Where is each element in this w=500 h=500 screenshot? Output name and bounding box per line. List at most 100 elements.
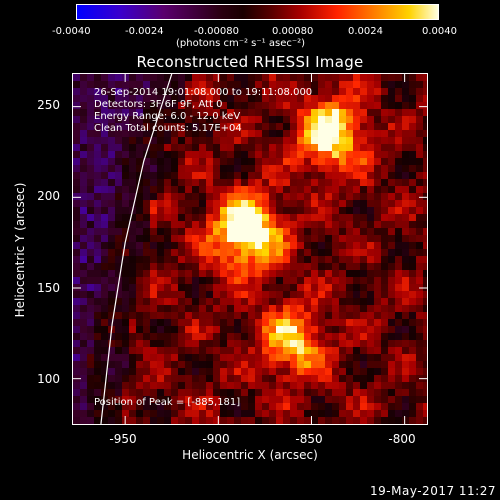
heatmap-cell bbox=[304, 326, 312, 334]
heatmap-cell bbox=[87, 144, 95, 152]
heatmap-cell bbox=[234, 256, 242, 264]
heatmap-cell bbox=[388, 144, 396, 152]
heatmap-cell bbox=[297, 389, 305, 397]
heatmap-cell bbox=[129, 186, 137, 194]
heatmap-cell bbox=[206, 179, 214, 187]
heatmap-cell bbox=[269, 305, 277, 313]
heatmap-cell bbox=[395, 340, 403, 348]
heatmap-cell bbox=[108, 403, 116, 411]
heatmap-cell bbox=[346, 116, 354, 124]
heatmap-cell bbox=[108, 228, 116, 236]
heatmap-cell bbox=[87, 207, 95, 215]
heatmap-cell bbox=[367, 312, 375, 320]
heatmap-cell bbox=[199, 242, 207, 250]
heatmap-cell bbox=[80, 249, 88, 257]
heatmap-cell bbox=[73, 291, 81, 299]
heatmap-cell bbox=[122, 165, 130, 173]
heatmap-cell bbox=[374, 102, 382, 110]
heatmap-cell bbox=[353, 333, 361, 341]
heatmap-cell bbox=[290, 74, 298, 82]
heatmap-cell bbox=[213, 228, 221, 236]
heatmap-cell bbox=[234, 144, 242, 152]
heatmap-cell bbox=[108, 221, 116, 229]
heatmap-cell bbox=[423, 172, 427, 180]
heatmap-cell bbox=[227, 116, 235, 124]
heatmap-cell bbox=[87, 137, 95, 145]
heatmap-cell bbox=[80, 410, 88, 418]
heatmap-cell bbox=[374, 389, 382, 397]
heatmap-cell bbox=[206, 116, 214, 124]
heatmap-cell bbox=[73, 221, 81, 229]
heatmap-cell bbox=[73, 95, 81, 103]
heatmap-cell bbox=[269, 326, 277, 334]
heatmap-cell bbox=[143, 165, 151, 173]
annotation-peak: Position of Peak = [-885,181] bbox=[94, 397, 241, 408]
heatmap-cell bbox=[388, 221, 396, 229]
heatmap-cell bbox=[395, 333, 403, 341]
heatmap-cell bbox=[220, 347, 228, 355]
heatmap-cell bbox=[192, 277, 200, 285]
heatmap-cell bbox=[290, 137, 298, 145]
heatmap-cell bbox=[199, 361, 207, 369]
heatmap-cell bbox=[80, 305, 88, 313]
heatmap-cell bbox=[213, 319, 221, 327]
heatmap-cell bbox=[87, 95, 95, 103]
heatmap-cell bbox=[297, 382, 305, 390]
heatmap-cell bbox=[339, 186, 347, 194]
heatmap-cell bbox=[192, 368, 200, 376]
heatmap-cell bbox=[136, 326, 144, 334]
heatmap-cell bbox=[276, 74, 284, 82]
heatmap-cell bbox=[325, 312, 333, 320]
heatmap-cell bbox=[325, 284, 333, 292]
heatmap-cell bbox=[192, 123, 200, 131]
heatmap-cell bbox=[171, 263, 179, 271]
heatmap-cell bbox=[255, 207, 263, 215]
heatmap-cell bbox=[178, 221, 186, 229]
heatmap-cell bbox=[122, 109, 130, 117]
heatmap-cell bbox=[241, 382, 249, 390]
heatmap-cell bbox=[255, 242, 263, 250]
heatmap-cell bbox=[311, 277, 319, 285]
heatmap-cell bbox=[423, 95, 427, 103]
heatmap-cell bbox=[304, 158, 312, 166]
heatmap-cell bbox=[115, 410, 123, 418]
heatmap-cell bbox=[304, 305, 312, 313]
heatmap-cell bbox=[297, 123, 305, 131]
heatmap-cell bbox=[381, 235, 389, 243]
heatmap-cell bbox=[136, 410, 144, 418]
heatmap-cell bbox=[171, 137, 179, 145]
heatmap-cell bbox=[150, 312, 158, 320]
heatmap-cell bbox=[409, 347, 417, 355]
heatmap-cell bbox=[227, 333, 235, 341]
heatmap-cell bbox=[241, 347, 249, 355]
heatmap-cell bbox=[325, 319, 333, 327]
heatmap-cell bbox=[227, 270, 235, 278]
heatmap-cell bbox=[248, 193, 256, 201]
heatmap-cell bbox=[73, 298, 81, 306]
heatmap-cell bbox=[164, 361, 172, 369]
heatmap-cell bbox=[115, 172, 123, 180]
heatmap-cell bbox=[234, 382, 242, 390]
heatmap-cell bbox=[234, 389, 242, 397]
heatmap-cell bbox=[206, 368, 214, 376]
heatmap-cell bbox=[234, 137, 242, 145]
heatmap-cell bbox=[241, 291, 249, 299]
heatmap-cell bbox=[388, 340, 396, 348]
heatmap-cell bbox=[388, 305, 396, 313]
heatmap-cell bbox=[332, 382, 340, 390]
heatmap-cell bbox=[381, 305, 389, 313]
heatmap-cell bbox=[423, 193, 427, 201]
heatmap-cell bbox=[143, 312, 151, 320]
heatmap-cell bbox=[73, 81, 81, 89]
heatmap-cell bbox=[318, 340, 326, 348]
heatmap-cell bbox=[206, 347, 214, 355]
heatmap-cell bbox=[143, 333, 151, 341]
heatmap-cell bbox=[94, 235, 102, 243]
heatmap-cell bbox=[227, 410, 235, 418]
heatmap-cell bbox=[185, 319, 193, 327]
heatmap-cell bbox=[402, 284, 410, 292]
heatmap-cell bbox=[185, 242, 193, 250]
heatmap-cell bbox=[283, 256, 291, 264]
heatmap-cell bbox=[304, 410, 312, 418]
heatmap-cell bbox=[297, 284, 305, 292]
